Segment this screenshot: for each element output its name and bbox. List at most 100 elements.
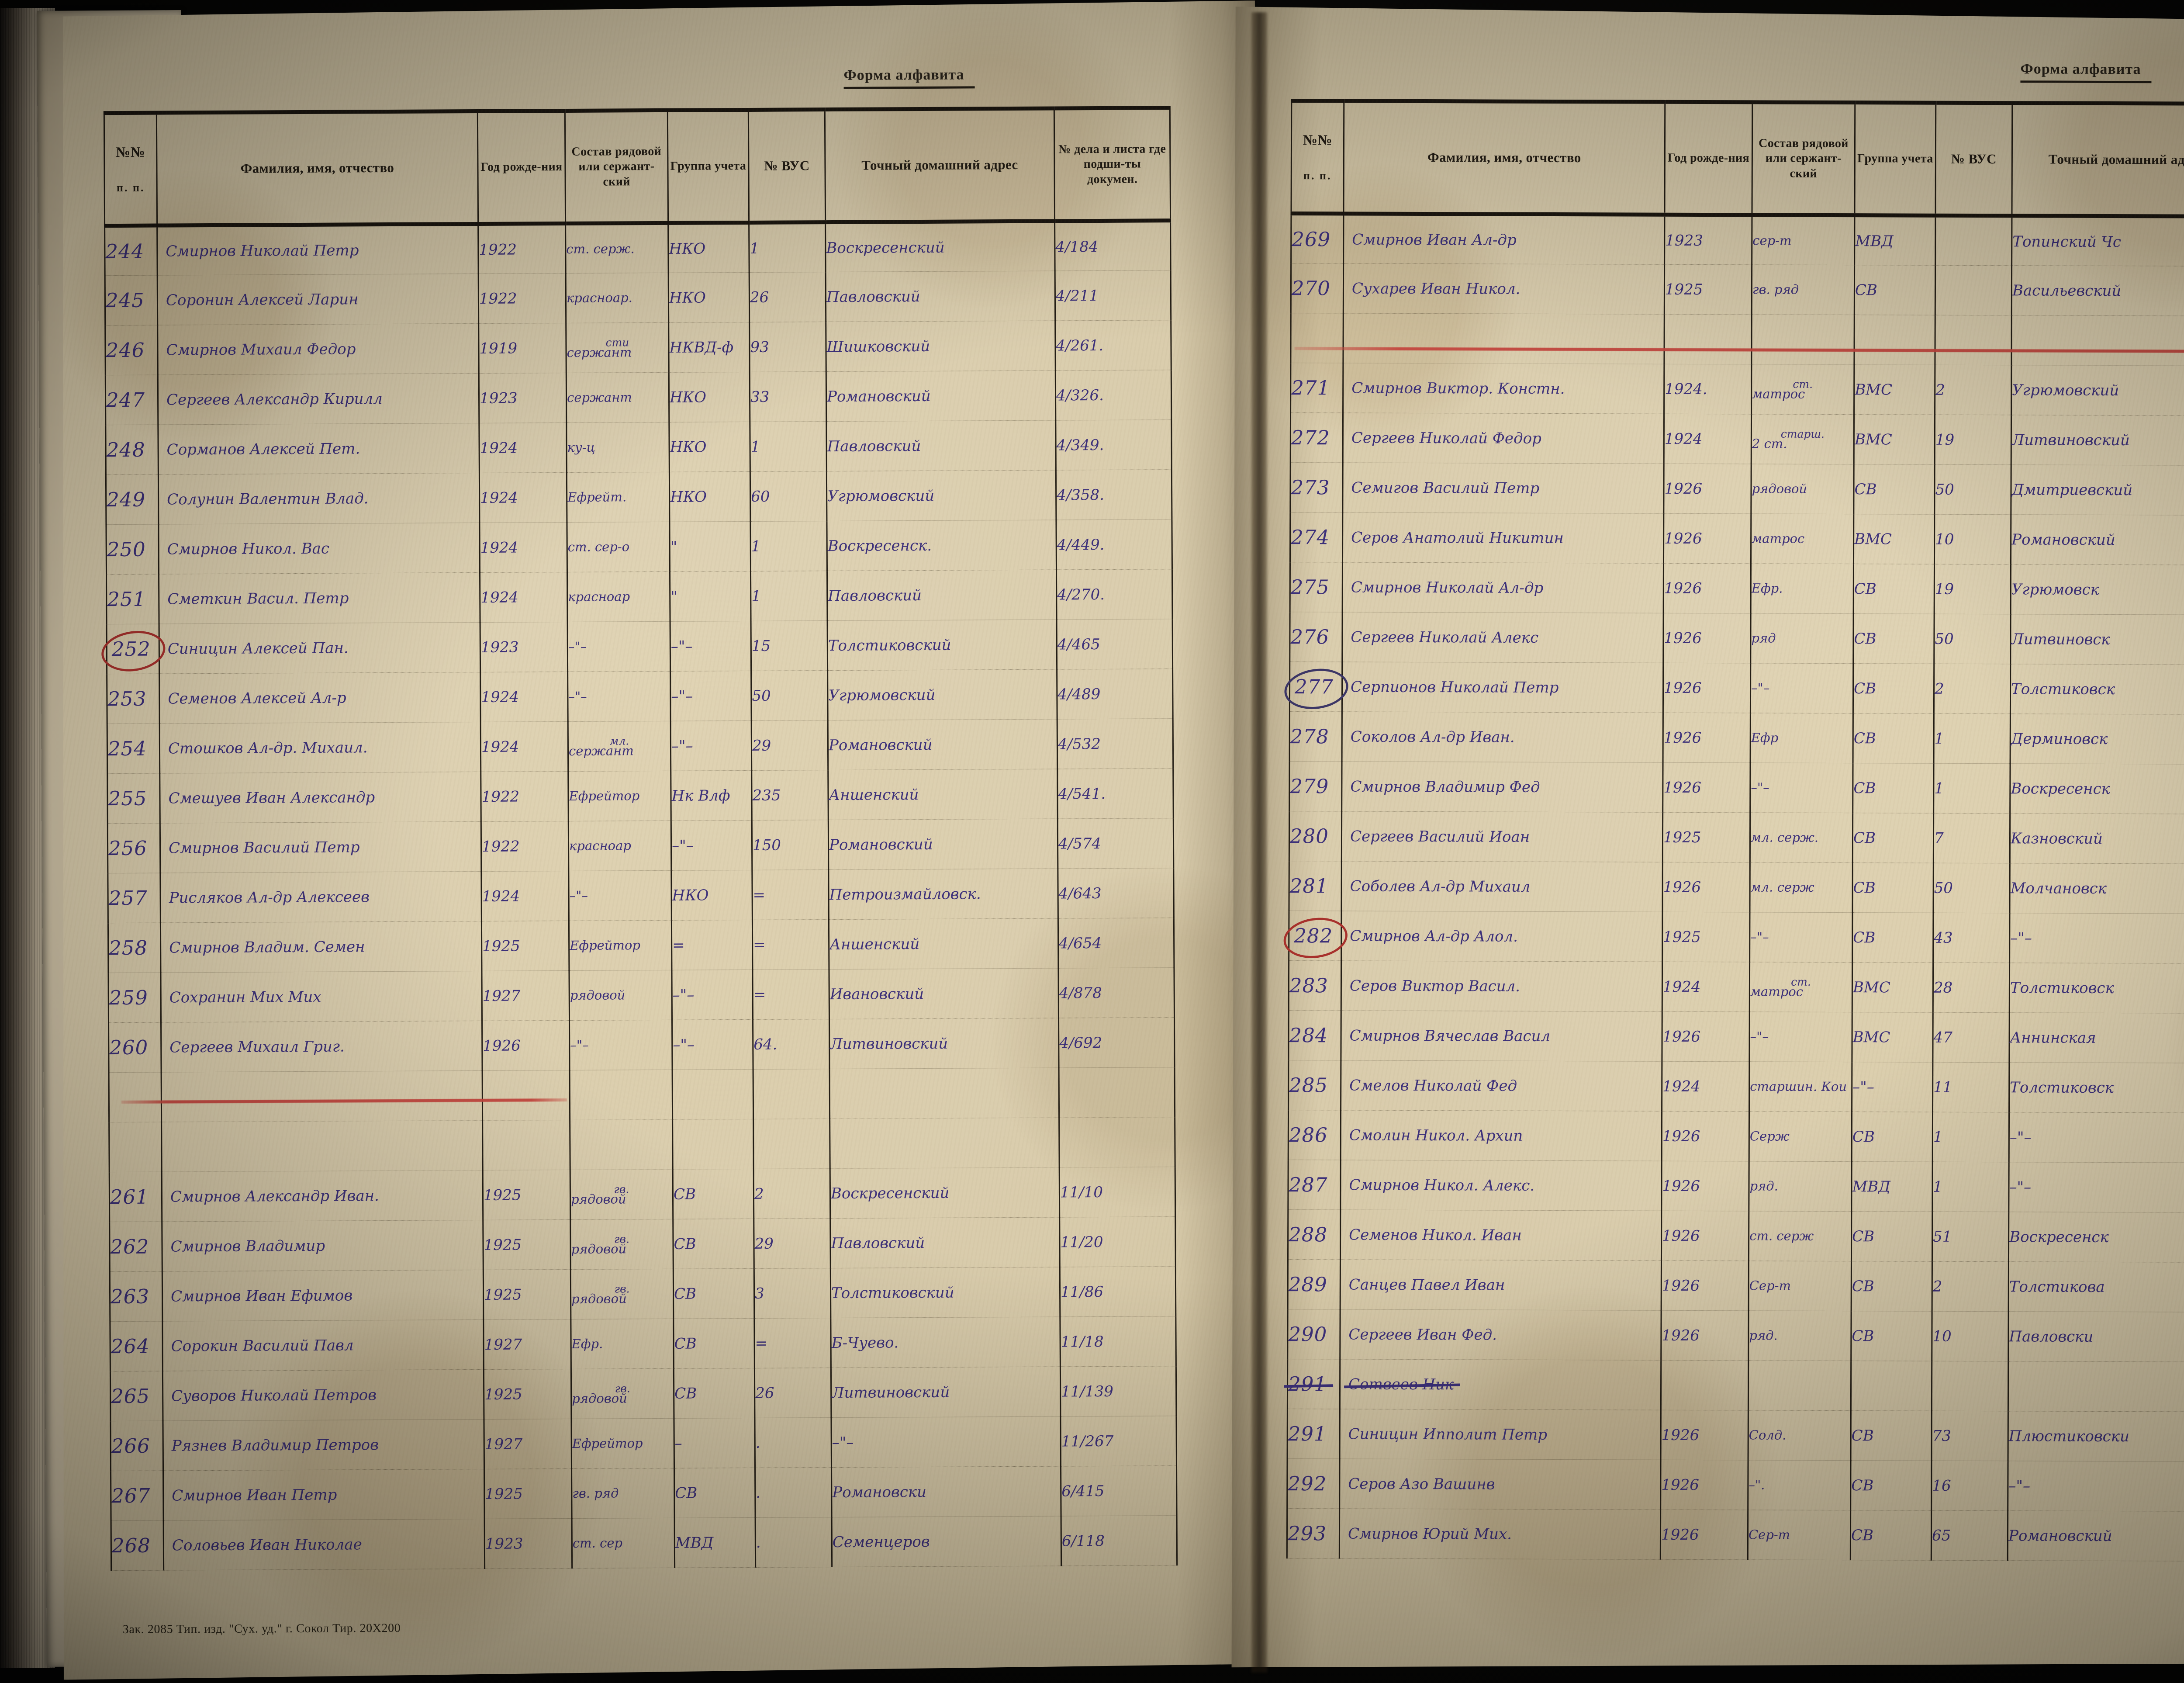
home-address: Романовский [826,371,1056,422]
home-address: Васильевский [2011,266,2184,316]
row-number-cell: 275 [1290,562,1342,612]
file-and-sheet-number-value: 4/349. [1056,436,1104,454]
home-address-value: Дерминовск [2011,730,2108,748]
rank-category-value: –"– [1750,1029,1769,1044]
row-number-text: 269 [1292,228,1330,251]
registration-group [672,1069,753,1119]
surname-name-patronymic-text: Смирнов Вячеслав Васил [1350,1027,1551,1045]
registration-group-text: СВ [674,1185,696,1203]
vus-number: 150 [752,820,829,870]
registration-group-value: –"– [1852,1078,1874,1096]
birth-year-value: 1925 [1663,928,1701,945]
row-number-cell: 251 [107,574,159,624]
row-number-cell: 264 [110,1321,163,1371]
vus-number-text: 50 [1935,630,1953,648]
surname-name-patronymic: Солунин Валентин Влад. [158,473,480,524]
col-header-vus: № ВУС [748,110,825,223]
birth-year-text: 1924 [480,539,518,556]
left-form-caption-rule [844,86,975,89]
registration-group: СВ [1852,1112,1932,1162]
file-and-sheet-number-text: 11/18 [1061,1333,1104,1351]
home-address-value: Угрюмовский [2012,381,2119,399]
home-address-value: –"– [2010,929,2032,947]
home-address-value: Угрюмовский [827,487,934,505]
surname-name-patronymic-value: Сотвеев Ник [1341,1375,1454,1393]
registration-group [673,1119,754,1169]
rank-category-text: рядовой [1752,481,1807,496]
rank-category-text: красноар. [567,290,632,305]
surname-name-patronymic-text: Соронин Алексей Ларин [166,291,359,309]
row-number: 289 [1289,1273,1327,1296]
left-page: Форма алфавита №№ п. п. Фамилия, имя, от… [48,0,1265,1680]
surname-name-patronymic: Смирнов Никол. Вас [159,523,480,574]
vus-number-value: 7 [1934,829,1944,847]
rank-category: –"– [1750,663,1853,713]
circled-row-number-marker: 282 [1289,923,1337,948]
row-number-cell: 256 [107,823,160,873]
table-row [109,1117,1175,1172]
row-number-text: 286 [1289,1123,1328,1146]
file-and-sheet-number-text: 4/449. [1057,536,1105,554]
surname-name-patronymic-text: Рязнев Владимир Петров [172,1436,379,1454]
row-number-cell: 262 [110,1222,162,1272]
col-header-group: Группа учета [1855,103,1936,216]
home-address: Семенцеров [832,1516,1061,1567]
birth-year-text: 1922 [482,838,520,855]
home-address: Толстиковский [830,1267,1060,1318]
birth-year: 1926 [1662,1111,1749,1161]
home-address: Аншенский [828,769,1058,820]
col-header-vus: № ВУС [1935,103,2012,216]
birth-year-value: 1926 [1662,1177,1700,1195]
home-address-value: Молчановск [2011,880,2107,897]
row-number-text: 272 [1291,426,1330,449]
rank-category: –"– [1749,1012,1852,1062]
registration-group [1854,315,1935,365]
surname-name-patronymic-text: Смирнов Василий Петр [169,838,360,857]
registration-group-text: СВ [1852,1128,1875,1146]
surname-name-patronymic-text: Сметкин Васил. Петр [167,589,349,608]
registration-group: –"– [671,820,752,870]
file-and-sheet-number-text: 4/489 [1057,686,1100,703]
home-address-text: Воскресенский [826,239,945,256]
vus-number-value: 1 [750,239,759,257]
row-number-cell: 277 [1289,662,1342,712]
surname-name-patronymic-value: Смирнов Юрий Мих. [1340,1525,1512,1543]
rank-category-value: старш. 2 ст. [1752,428,1853,451]
home-address: Молчановск [2010,863,2184,914]
registration-group-text: –"– [671,737,693,755]
row-number-text: 291 [1288,1422,1327,1445]
birth-year-text: 1926 [1662,1326,1700,1344]
rank-category-text: рядовой [571,1291,627,1306]
vus-number: 93 [750,322,826,372]
birth-year-text: 1924 [1662,1077,1700,1095]
vus-number-value: 26 [750,288,769,306]
vus-number: = [752,870,829,920]
surname-name-patronymic-text: Семенов Никол. Иван [1349,1226,1522,1244]
rank-category-text: –"– [1751,680,1769,695]
surname-name-patronymic-value: Сергеев Михаил Григ. [162,1038,345,1056]
birth-year-text: 1926 [1664,579,1702,597]
table-row: 284 Смирнов Вячеслав Васил 1926 –"– ВМС 47 Анн… [1289,1011,2184,1064]
home-address-text: Ивановский [830,985,924,1003]
rank-category: красноар [567,571,670,622]
registration-group-text: СВ [1852,1427,1874,1444]
file-and-sheet-number: 4/878 [1058,968,1175,1018]
vus-number-value: 43 [1934,929,1952,946]
surname-name-patronymic-value: Сорокин Василий Павл [163,1337,354,1355]
registration-group-value: ВМС [1854,530,1892,548]
birth-year-value: 1926 [483,1037,521,1054]
surname-name-patronymic-text: Солунин Валентин Влад. [167,490,369,508]
birth-year-value: 1926 [1663,779,1701,796]
rank-category [1748,1361,1851,1411]
home-address: Воскресенский [826,221,1055,272]
row-number-text: 275 [1291,575,1330,599]
home-address-value: Литвиновский [2012,431,2130,449]
table-row: 251 Сметкин Васил. Петр 1924 красноар " 1 Павл… [107,569,1173,624]
row-number-cell: 289 [1288,1260,1340,1309]
row-number-text: 246 [106,339,145,362]
file-and-sheet-number-value: 4/358. [1057,486,1104,504]
rank-category-text: сержант [567,345,632,360]
birth-year-value: 1926 [1662,1227,1700,1244]
table-row: 253 Семенов Алексей Ал-р 1924 –"– –"– 50 Угрюм… [107,669,1173,724]
vus-number-text: 10 [1932,1327,1951,1345]
